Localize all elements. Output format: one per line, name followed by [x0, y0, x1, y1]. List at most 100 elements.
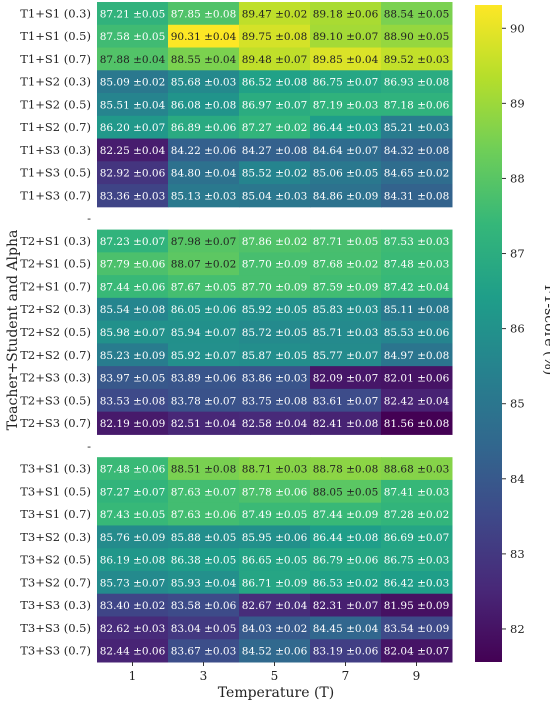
heatmap-cell — [381, 275, 453, 299]
cell-value-label: 86.44 ±0.08 — [313, 532, 379, 544]
row-label: T3+S2 (0.7) — [20, 575, 91, 589]
cell-value-label: 85.83 ±0.03 — [313, 304, 379, 316]
row-label: T3+S3 (0.7) — [20, 644, 91, 658]
cell-value-label: 86.19 ±0.08 — [100, 555, 166, 567]
cell-value-label: 87.23 ±0.07 — [100, 236, 166, 248]
cell-value-label: 82.09 ±0.07 — [313, 373, 379, 385]
heatmap-cell — [310, 411, 382, 435]
heatmap-cell — [97, 525, 169, 549]
heatmap-cell — [97, 570, 169, 595]
heatmap-cell — [381, 24, 453, 49]
cell-value-label: 85.04 ±0.03 — [242, 190, 308, 202]
cell-value-label: 84.64 ±0.07 — [313, 145, 379, 157]
cell-value-label: 82.92 ±0.06 — [100, 168, 166, 180]
group-separator-label: - — [87, 211, 91, 225]
cell-value-label: 89.10 ±0.07 — [313, 31, 379, 43]
heatmap-cell — [310, 343, 382, 367]
row-label: T3+S1 (0.5) — [20, 484, 91, 498]
heatmap-cell — [381, 525, 453, 549]
cell-value-label: 82.44 ±0.06 — [100, 646, 166, 658]
heatmap-cell — [381, 161, 453, 185]
cell-value-label: 87.18 ±0.06 — [384, 99, 450, 111]
row-label: T1+S3 (0.3) — [20, 143, 91, 157]
colorbar-label: F1-score (%) — [541, 285, 550, 375]
row-labels: T1+S1 (0.3) T1+S1 (0.5) T1+S1 (0.7) T1+S2 (… — [20, 6, 91, 657]
heatmap-cell — [310, 275, 382, 299]
cell-value-label: 89.75 ±0.08 — [242, 31, 308, 43]
heatmap-cell — [168, 479, 240, 504]
row-label: T1+S2 (0.7) — [20, 120, 91, 134]
cell-value-label: 86.53 ±0.02 — [313, 577, 379, 589]
heatmap-cell — [97, 70, 169, 94]
heatmap-cell — [97, 388, 169, 413]
heatmap-cell — [97, 24, 169, 49]
heatmap-cell — [168, 2, 240, 26]
heatmap-cell — [310, 70, 382, 94]
cell-value-label: 88.07 ±0.02 — [171, 259, 237, 271]
cell-value-label: 88.78 ±0.08 — [313, 464, 379, 476]
heatmap-cell — [239, 593, 311, 617]
cell-value-label: 85.77 ±0.07 — [313, 350, 379, 362]
heatmap-cell — [239, 366, 311, 390]
heatmap-cell — [168, 297, 240, 322]
heatmap-cell — [168, 639, 240, 663]
heatmap-cell — [168, 275, 240, 299]
heatmap-cell — [381, 366, 453, 390]
heatmap-cell — [239, 93, 311, 117]
cell-value-label: 89.52 ±0.03 — [384, 54, 450, 66]
cell-value-label: 85.21 ±0.03 — [384, 122, 450, 134]
heatmap-cell — [168, 388, 240, 413]
heatmap-cell — [168, 93, 240, 117]
cell-value-label: 86.97 ±0.07 — [242, 99, 308, 111]
cell-value-label: 90.31 ±0.04 — [171, 31, 237, 43]
row-label: T3+S3 (0.3) — [20, 598, 91, 612]
heatmap-cell — [168, 366, 240, 390]
cell-value-label: 82.62 ±0.03 — [100, 623, 166, 635]
heatmap-cell — [239, 616, 311, 640]
heatmap-cell — [310, 616, 382, 640]
heatmap-cell — [97, 548, 169, 572]
cell-value-label: 83.40 ±0.02 — [100, 600, 166, 612]
cell-value-label: 81.95 ±0.09 — [384, 600, 450, 612]
cell-value-label: 84.80 ±0.04 — [171, 168, 237, 180]
heatmap-cell — [239, 388, 311, 413]
cell-value-label: 85.72 ±0.05 — [242, 327, 308, 339]
heatmap-cell — [168, 411, 240, 435]
cell-value-label: 82.42 ±0.04 — [384, 395, 450, 407]
colorbar-tick-label: 83 — [510, 547, 525, 561]
heatmap-cell — [381, 343, 453, 367]
cell-value-label: 82.04 ±0.07 — [384, 646, 450, 658]
heatmap-cell — [97, 593, 169, 617]
cell-value-label: 87.71 ±0.05 — [313, 236, 379, 248]
colorbar-tick-label: 89 — [510, 96, 525, 110]
cell-value-label: 85.52 ±0.02 — [242, 168, 308, 180]
heatmap-cell — [168, 161, 240, 185]
cell-value-label: 84.31 ±0.08 — [384, 190, 450, 202]
row-label: T2+S3 (0.5) — [20, 393, 91, 407]
colorbar-tick-label: 82 — [510, 622, 525, 636]
cell-value-label: 87.44 ±0.06 — [100, 281, 166, 293]
cell-value-label: 85.06 ±0.05 — [313, 168, 379, 180]
row-label: T3+S3 (0.5) — [20, 621, 91, 635]
colorbar-tick-label: 86 — [510, 322, 525, 336]
cell-value-label: 85.23 ±0.09 — [100, 350, 166, 362]
cell-value-label: 84.86 ±0.09 — [313, 190, 379, 202]
cell-value-label: 85.53 ±0.06 — [384, 327, 450, 339]
cell-value-label: 85.87 ±0.05 — [242, 350, 308, 362]
heatmap-cell — [239, 548, 311, 572]
cell-value-label: 83.36 ±0.03 — [100, 190, 166, 202]
cell-value-label: 83.97 ±0.05 — [100, 373, 166, 385]
row-label: T2+S1 (0.7) — [20, 279, 91, 293]
cell-value-label: 87.27 ±0.02 — [242, 122, 308, 134]
cell-value-label: 87.21 ±0.05 — [100, 8, 166, 20]
row-label: T1+S1 (0.5) — [20, 29, 91, 43]
heatmap-cell — [168, 70, 240, 94]
row-label: T1+S1 (0.7) — [20, 52, 91, 66]
heatmap-cell — [239, 138, 311, 162]
heatmap-cell — [310, 2, 382, 26]
heatmap-cell — [168, 252, 240, 276]
heatmap-cell — [310, 47, 382, 71]
heatmap-cell — [310, 93, 382, 117]
cell-value-label: 86.44 ±0.03 — [313, 122, 379, 134]
